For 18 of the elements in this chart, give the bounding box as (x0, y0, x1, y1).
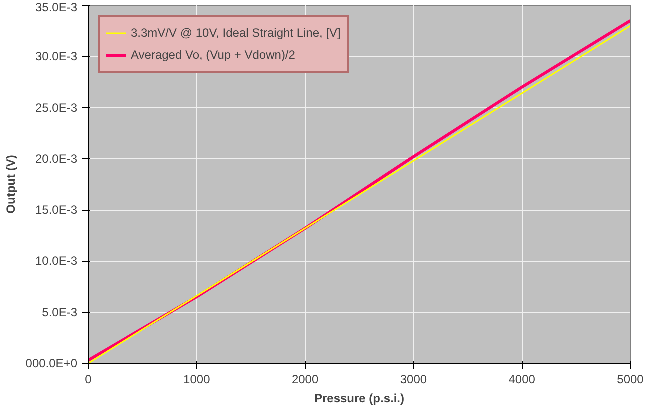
y-tick-label: 5.0E-3 (42, 305, 78, 320)
y-tick-label: 35.0E-3 (35, 0, 78, 14)
y-axis-title: Output (V) (4, 155, 18, 214)
x-axis-title: Pressure (p.s.i.) (314, 392, 405, 406)
x-tick-label: 5000 (617, 372, 644, 386)
y-tick-label: 10.0E-3 (35, 254, 78, 268)
x-tick-label: 4000 (508, 372, 536, 386)
x-tick-label: 2000 (292, 372, 319, 386)
legend-label: Averaged Vo, (Vup + Vdown)/2 (131, 48, 296, 62)
y-tick-label: 000.0E+0 (26, 356, 78, 370)
y-tick-label: 15.0E-3 (35, 203, 78, 218)
legend-label: 3.3mV/V @ 10V, Ideal Straight Line, [V] (131, 26, 341, 40)
x-tick-label: 3000 (400, 372, 428, 386)
y-tick-label: 25.0E-3 (35, 100, 78, 115)
y-tick-label: 30.0E-3 (35, 50, 78, 64)
x-tick-label: 0 (85, 372, 92, 386)
x-tick-label: 1000 (184, 372, 211, 386)
y-tick-label: 20.0E-3 (35, 152, 78, 166)
